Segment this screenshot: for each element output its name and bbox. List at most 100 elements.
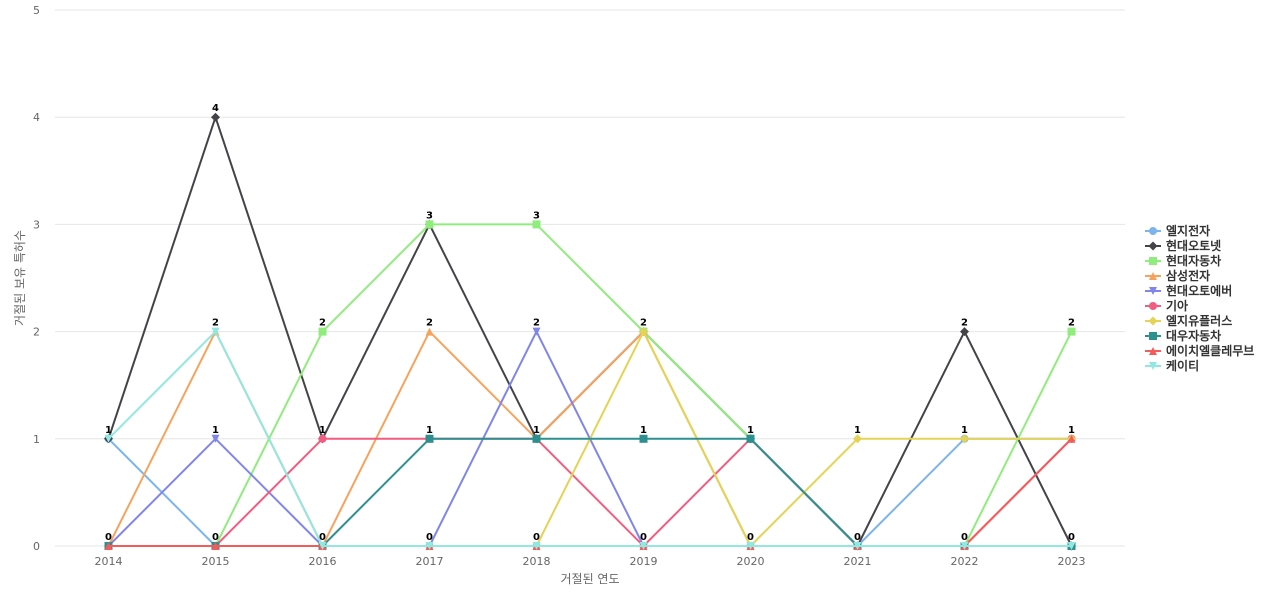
- x-axis-ticks: 2014 2015 2016 2017 2018 2019 2020 2021 2022 2023: [95, 555, 1086, 568]
- data-label: 0: [854, 532, 861, 543]
- data-label: 4: [212, 103, 219, 114]
- legend-marker: [1149, 332, 1157, 340]
- y-tick-label: 1: [33, 433, 40, 446]
- x-tick-label: 2014: [95, 555, 123, 568]
- legend-label: 에이치엘클레무브: [1166, 343, 1254, 358]
- y-axis-title: 거절된 보유 특허수: [13, 230, 27, 326]
- x-tick-label: 2018: [523, 555, 551, 568]
- data-point: [104, 542, 113, 550]
- data-point: [639, 542, 648, 550]
- data-label: 1: [1068, 425, 1075, 436]
- data-label: 2: [1068, 318, 1075, 329]
- data-point: [853, 542, 862, 550]
- data-label: 2: [640, 318, 647, 329]
- legend-item[interactable]: 삼성전자: [1145, 268, 1210, 283]
- data-point: [532, 542, 541, 550]
- legend-item[interactable]: 엘지전자: [1145, 223, 1210, 238]
- x-tick-label: 2022: [951, 555, 979, 568]
- legend-item[interactable]: 현대오토넷: [1145, 238, 1221, 253]
- legend-marker: [1148, 241, 1158, 251]
- legend-marker: [1149, 362, 1157, 370]
- legend-label: 엘지전자: [1166, 223, 1210, 238]
- legend-label: 케이티: [1166, 358, 1199, 373]
- legend-label: 현대자동차: [1166, 253, 1221, 268]
- data-label: 1: [105, 425, 112, 436]
- data-label: 3: [533, 210, 540, 221]
- legend-marker: [1149, 227, 1157, 235]
- data-point: [532, 327, 541, 336]
- x-tick-label: 2023: [1058, 555, 1086, 568]
- data-point: [960, 434, 969, 444]
- data-point: [318, 542, 327, 550]
- data-label: 0: [426, 532, 433, 543]
- data-label: 1: [533, 425, 540, 436]
- data-label: 1: [319, 425, 326, 436]
- legend-item[interactable]: 에이치엘클레무브: [1145, 343, 1254, 358]
- legend-item[interactable]: 케이티: [1145, 358, 1199, 373]
- data-point: [211, 112, 220, 122]
- x-tick-label: 2021: [844, 555, 872, 568]
- x-axis-title: 거절된 연도: [560, 572, 619, 586]
- data-point: [532, 434, 541, 443]
- legend-label: 기아: [1166, 298, 1188, 313]
- data-label: 1: [426, 425, 433, 436]
- data-point: [425, 434, 434, 443]
- y-tick-label: 3: [33, 218, 40, 231]
- data-label: 0: [105, 532, 112, 543]
- data-label: 2: [212, 318, 219, 329]
- x-tick-label: 2019: [630, 555, 658, 568]
- data-label: 0: [961, 532, 968, 543]
- y-tick-label: 4: [33, 111, 40, 124]
- data-point: [1067, 327, 1076, 336]
- legend-label: 엘지유플러스: [1166, 313, 1232, 328]
- data-point: [746, 434, 755, 443]
- data-label: 1: [640, 425, 647, 436]
- data-point: [318, 327, 327, 336]
- data-point: [104, 434, 113, 443]
- data-point: [1067, 434, 1076, 443]
- data-point: [425, 327, 434, 336]
- data-point: [960, 542, 969, 550]
- data-point: [532, 220, 541, 229]
- legend-item[interactable]: 현대오토에버: [1145, 283, 1232, 298]
- data-label: 1: [854, 425, 861, 436]
- data-label: 2: [426, 318, 433, 329]
- data-point: [211, 542, 220, 550]
- legend-marker: [1149, 302, 1157, 310]
- legend-item[interactable]: 현대자동차: [1145, 253, 1221, 268]
- data-label: 2: [319, 318, 326, 329]
- data-label: 0: [747, 532, 754, 543]
- data-point: [211, 434, 220, 443]
- legend-marker: [1149, 257, 1157, 265]
- series-lines: [104, 112, 1076, 551]
- legend: 엘지전자현대오토넷현대자동차삼성전자현대오토에버기아엘지유플러스대우자동차에이치…: [1145, 223, 1254, 373]
- legend-label: 현대오토에버: [1166, 283, 1232, 298]
- legend-marker: [1149, 272, 1157, 280]
- legend-marker: [1149, 347, 1157, 355]
- y-axis-ticks: 0 1 2 3 4 5: [33, 4, 40, 553]
- x-tick-label: 2015: [202, 555, 230, 568]
- series-케이티: [104, 327, 1076, 550]
- legend-label: 삼성전자: [1166, 268, 1210, 283]
- y-tick-label: 0: [33, 540, 40, 553]
- data-label: 3: [426, 210, 433, 221]
- data-label: 1: [212, 425, 219, 436]
- legend-item[interactable]: 기아: [1145, 298, 1188, 313]
- data-label: 0: [319, 532, 326, 543]
- data-label: 0: [212, 532, 219, 543]
- data-point: [425, 220, 434, 229]
- legend-label: 현대오토넷: [1166, 238, 1221, 253]
- legend-marker: [1149, 287, 1157, 295]
- legend-label: 대우자동차: [1166, 328, 1221, 343]
- data-label: 2: [533, 318, 540, 329]
- data-point: [639, 327, 648, 337]
- series-기아: [104, 434, 1076, 550]
- x-tick-label: 2016: [309, 555, 337, 568]
- legend-item[interactable]: 대우자동차: [1145, 328, 1221, 343]
- data-point: [211, 327, 220, 336]
- legend-item[interactable]: 엘지유플러스: [1145, 313, 1232, 328]
- data-point: [960, 327, 969, 337]
- data-point: [425, 542, 434, 550]
- data-label: 2: [961, 318, 968, 329]
